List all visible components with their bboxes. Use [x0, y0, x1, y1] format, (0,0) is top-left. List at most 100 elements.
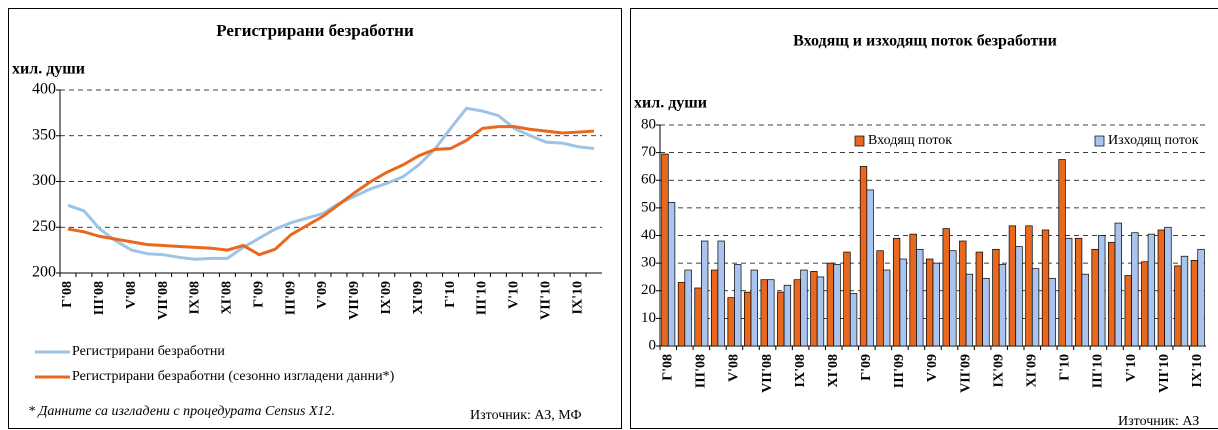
bar: [942, 228, 950, 347]
bar: [899, 258, 907, 347]
x-tick-label: Г'08: [660, 354, 675, 381]
y-tick-label: 60: [641, 172, 656, 188]
bar: [843, 251, 851, 347]
x-tick-label: Г'10: [1058, 354, 1073, 381]
x-tick-label: ХІ'09: [1024, 354, 1039, 387]
bar: [1015, 246, 1023, 347]
bar: [1091, 248, 1099, 347]
x-tick-label: VІІ'09: [347, 281, 362, 320]
x-tick-label: ІХ'10: [1190, 354, 1205, 387]
bar: [965, 273, 974, 347]
bar: [694, 287, 702, 347]
x-tick-label: Г'09: [251, 281, 266, 308]
bar: [793, 279, 801, 347]
y-tick-label: 10: [641, 310, 656, 326]
bar: [684, 269, 692, 347]
bar: [992, 248, 1000, 347]
y-tick-label: 70: [641, 144, 656, 160]
y-axis-label: хил. души: [12, 61, 85, 78]
bar: [800, 269, 808, 347]
footnote: * Данните са изгладени с процедурата Cen…: [28, 404, 335, 419]
legend-label: Изходящ поток: [1108, 133, 1199, 148]
y-tick-label: 0: [649, 337, 657, 353]
y-tick-label: 20: [641, 282, 656, 298]
x-tick-label: ІІІ'10: [475, 281, 490, 315]
bar: [1108, 242, 1116, 347]
bar: [1081, 273, 1089, 347]
y-tick-label: 250: [32, 218, 56, 235]
x-tick-label: ІІІ'08: [92, 281, 107, 315]
x-tick-label: V'08: [727, 354, 742, 382]
x-tick-label: VІІ'08: [156, 281, 171, 320]
y-tick-label: 300: [32, 172, 56, 189]
x-tick-label: VІІ'08: [760, 354, 775, 393]
x-tick-label: ІХ'10: [570, 281, 585, 314]
bar: [849, 293, 858, 347]
bar: [1074, 237, 1083, 347]
bar: [859, 166, 868, 347]
left-panel: [8, 8, 622, 429]
legend-label: Регистрирани безработни (сезонно изгладе…: [72, 369, 395, 384]
bar: [760, 279, 768, 347]
x-tick-label: ІІІ'09: [892, 354, 907, 388]
x-tick-label: ХІ'08: [220, 281, 235, 314]
y-tick-label: 40: [641, 227, 656, 243]
x-tick-label: Г'08: [60, 281, 75, 308]
bar: [710, 269, 719, 347]
bar: [932, 262, 940, 347]
legend-label: Регистрирани безработни: [72, 344, 225, 359]
y-tick-label: 400: [32, 81, 56, 98]
bar: [1031, 268, 1040, 347]
y-axis-label: хил. души: [634, 95, 707, 112]
bar: [1190, 260, 1199, 347]
chart-title: Входящ и изходящ поток безработни: [793, 33, 1057, 50]
x-tick-label: V'08: [124, 281, 139, 309]
bar: [783, 284, 792, 347]
bar: [1041, 229, 1050, 347]
bar: [1124, 275, 1132, 347]
bar: [1114, 222, 1122, 347]
y-tick-label: 200: [32, 264, 56, 281]
bar: [949, 250, 957, 347]
bar: [1164, 226, 1172, 347]
line-series: [67, 125, 595, 257]
x-tick-label: VІІ'10: [1157, 354, 1172, 393]
bar: [833, 264, 841, 347]
bar: [982, 277, 990, 347]
legend-swatch: [854, 135, 865, 147]
x-tick-label: VІІ'10: [538, 281, 553, 320]
bar: [744, 291, 752, 347]
y-tick-label: 50: [641, 199, 656, 215]
bar: [1058, 159, 1066, 347]
bar: [892, 237, 901, 347]
bar: [701, 240, 709, 347]
x-tick-label: ІІІ'08: [694, 354, 709, 388]
x-tick-label: ІХ'08: [793, 354, 808, 387]
bar: [998, 264, 1007, 347]
bar: [816, 276, 825, 347]
x-tick-label: V'10: [1124, 354, 1139, 382]
bar: [667, 202, 676, 347]
bar: [777, 291, 785, 347]
bar: [826, 262, 835, 347]
bar: [1098, 235, 1106, 347]
y-tick-label: 80: [641, 116, 656, 132]
bar: [959, 240, 967, 347]
bar: [866, 189, 874, 347]
x-tick-label: ІХ'09: [379, 281, 394, 314]
bar: [767, 279, 775, 347]
bar: [1157, 229, 1165, 347]
bar: [1197, 248, 1205, 347]
legend-swatch: [1094, 135, 1105, 147]
legend-label: Входящ поток: [868, 133, 952, 148]
x-tick-label: ІХ'08: [188, 281, 203, 314]
bar: [1048, 277, 1056, 347]
bar: [727, 297, 735, 347]
x-tick-label: V'09: [925, 354, 940, 382]
x-tick-label: VІІ'09: [958, 354, 973, 393]
bar: [916, 248, 924, 347]
bar: [909, 233, 917, 347]
y-tick-label: 350: [32, 126, 56, 143]
bar: [1065, 237, 1073, 347]
